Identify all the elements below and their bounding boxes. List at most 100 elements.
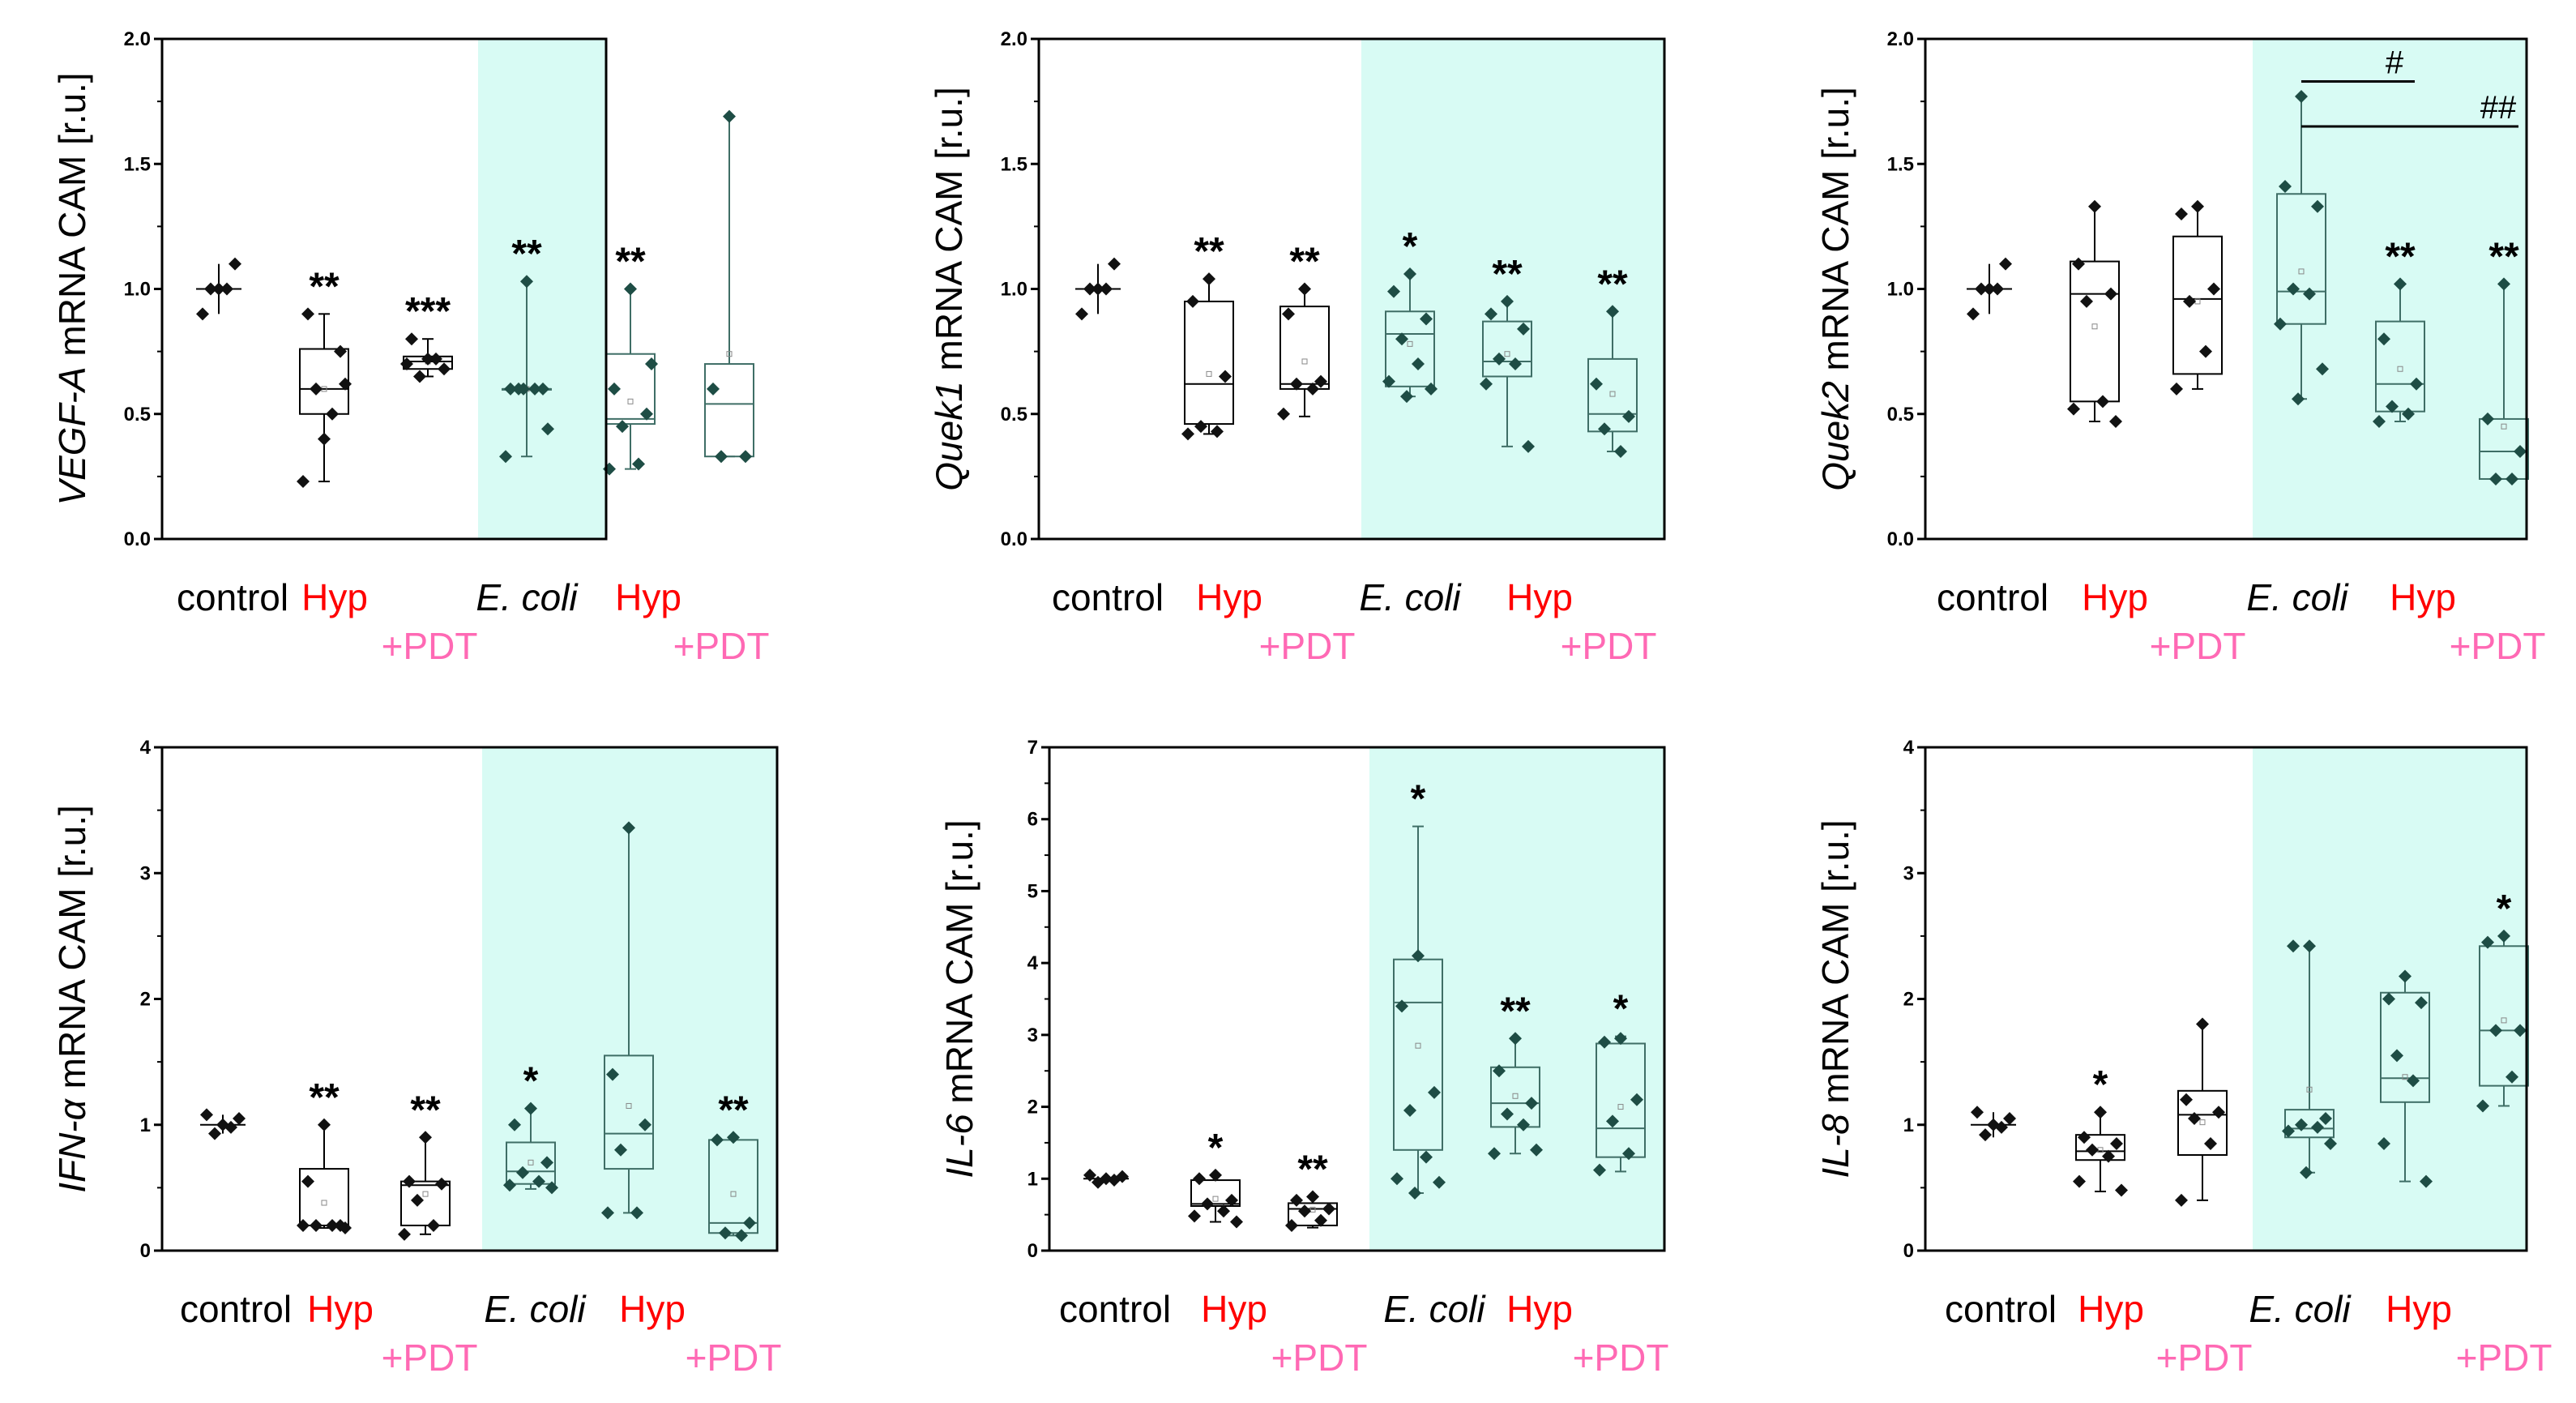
significance-marker: ** xyxy=(1500,990,1531,1033)
data-point xyxy=(2303,287,2316,301)
data-point xyxy=(2282,1124,2295,1138)
category-label: +PDT xyxy=(1259,625,1356,667)
y-tick-label: 1.5 xyxy=(124,153,151,175)
iqr-box xyxy=(2172,235,2223,375)
data-point xyxy=(1387,284,1400,298)
data-point xyxy=(1314,1213,1327,1227)
group-3 xyxy=(2282,939,2337,1179)
data-point xyxy=(200,1108,213,1122)
mean-marker xyxy=(627,398,634,404)
data-point xyxy=(220,282,233,296)
data-point xyxy=(614,1143,627,1157)
data-point xyxy=(1400,390,1413,404)
data-point xyxy=(2373,415,2386,429)
data-point xyxy=(339,377,352,391)
data-point xyxy=(2481,935,2494,949)
y-tick-label: 2 xyxy=(1903,989,1914,1011)
data-point xyxy=(429,352,442,366)
data-point xyxy=(2086,1143,2099,1157)
group-5: * xyxy=(1593,988,1646,1177)
iqr-box xyxy=(2075,1134,2125,1161)
y-tick-label: 4 xyxy=(1903,737,1915,759)
data-point xyxy=(1480,377,1493,391)
data-point xyxy=(2175,207,2188,220)
y-tick-label: 1.5 xyxy=(1001,153,1027,175)
significance-marker: ** xyxy=(1597,263,1628,306)
significance-marker: ** xyxy=(309,1076,340,1119)
data-point xyxy=(1277,407,1290,421)
y-axis-label-gene: IFN-α xyxy=(51,1097,93,1192)
group-4: ** xyxy=(1480,253,1535,453)
data-point xyxy=(2514,1024,2527,1037)
data-point xyxy=(411,1193,424,1207)
data-point xyxy=(318,1118,331,1131)
data-point xyxy=(2292,392,2305,406)
y-axis-label-units: mRNA CAM [r.u.] xyxy=(51,805,93,1099)
data-point xyxy=(1995,1120,2008,1134)
group-2: *** xyxy=(400,290,453,383)
significance-marker: * xyxy=(1613,988,1629,1031)
y-tick-label: 0 xyxy=(1027,1240,1038,1262)
panel-quek1: 0.0 0.5 1.0 1.5 2.0 Quek1 mRNA CAM [r.u.] cont… xyxy=(928,28,1666,667)
group-5: * xyxy=(2476,888,2529,1113)
iqr-box xyxy=(2177,1089,2228,1157)
group-2 xyxy=(2175,1017,2228,1207)
mean-marker xyxy=(726,351,733,357)
data-point xyxy=(2420,1174,2433,1188)
data-point xyxy=(405,332,418,346)
mean-marker xyxy=(1301,358,1308,365)
data-point xyxy=(2212,1106,2225,1119)
data-point xyxy=(1290,377,1303,391)
data-point xyxy=(1408,1187,1421,1200)
iqr-box xyxy=(2375,320,2425,413)
data-point xyxy=(1598,422,1611,436)
data-point xyxy=(1306,1190,1319,1204)
data-point xyxy=(1188,1209,1201,1223)
data-point xyxy=(1425,382,1438,396)
significance-marker: ** xyxy=(2385,235,2416,278)
data-point xyxy=(727,1131,740,1144)
data-point xyxy=(1501,294,1514,308)
data-point xyxy=(711,1133,724,1147)
data-point xyxy=(1590,377,1603,391)
data-point xyxy=(2067,402,2080,416)
group-3: * xyxy=(1391,778,1446,1200)
y-axis-label-gene: IL-8 xyxy=(1814,1114,1856,1178)
data-point xyxy=(1209,1168,1222,1182)
data-point xyxy=(301,307,314,321)
y-axis-label-gene: IL-6 xyxy=(938,1114,980,1178)
data-point xyxy=(1219,370,1232,383)
data-point xyxy=(212,282,225,296)
significance-marker: ** xyxy=(615,241,646,284)
iqr-box xyxy=(704,363,754,458)
y-tick-label: 0.5 xyxy=(124,404,151,426)
category-label: +PDT xyxy=(2150,625,2246,667)
data-point xyxy=(2073,1174,2086,1188)
category-label: +PDT xyxy=(673,625,770,667)
group-5 xyxy=(704,109,754,464)
mean-marker xyxy=(1206,370,1212,377)
y-axis-label: IL-6 mRNA CAM [r.u.] xyxy=(938,819,980,1178)
group-3: * xyxy=(1382,225,1438,404)
data-point xyxy=(622,821,635,835)
data-point xyxy=(520,275,533,289)
data-point xyxy=(400,357,413,371)
y-tick-label: 5 xyxy=(1027,880,1038,902)
plot-frame xyxy=(1924,746,2528,1252)
group-1: * xyxy=(2073,1063,2128,1197)
data-point xyxy=(2110,1137,2123,1151)
data-point xyxy=(1193,1172,1206,1186)
data-point xyxy=(326,1218,339,1232)
y-tick-label: 4 xyxy=(1027,952,1039,974)
data-point xyxy=(310,382,323,396)
significance-marker: ** xyxy=(2488,235,2519,278)
iqr-box xyxy=(400,1180,451,1226)
data-point xyxy=(1593,1163,1606,1177)
data-point xyxy=(1420,312,1433,326)
data-point xyxy=(1971,1106,1984,1119)
data-point xyxy=(2382,992,2395,1006)
category-label: +PDT xyxy=(1561,625,1657,667)
y-tick-label: 2 xyxy=(140,989,151,1011)
